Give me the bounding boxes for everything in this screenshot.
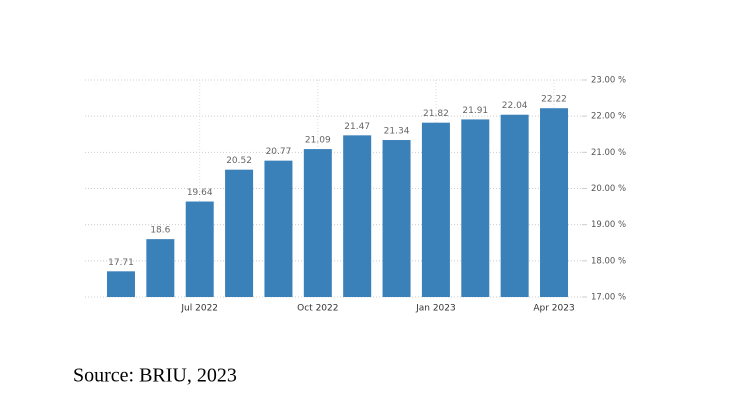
value-label: 19.64 [187,188,213,198]
bar [421,122,450,297]
y-tick-label: 20.00 % [591,184,626,194]
y-tick-label: 19.00 % [591,220,626,230]
x-tick-label: Oct 2022 [297,304,338,314]
value-label: 22.22 [541,95,567,105]
bar [225,169,254,297]
value-label: 21.09 [305,136,331,146]
bar [106,271,135,297]
bar [500,114,529,297]
value-label: 18.6 [150,226,170,236]
bar [146,239,175,297]
bar [185,201,214,297]
bar [303,149,332,297]
y-tick-label: 18.00 % [591,256,626,266]
source-note: Source: BRIU, 2023 [73,365,237,387]
value-label: 20.77 [266,147,292,157]
x-tick-label: Jan 2023 [415,304,456,314]
y-tick-label: 22.00 % [591,112,626,122]
value-label: 21.91 [462,106,488,116]
y-tick-label: 21.00 % [591,148,626,158]
value-label: 21.34 [384,127,410,137]
bar [382,140,411,297]
y-tick-label: 17.00 % [591,293,626,303]
value-label: 21.47 [344,122,370,132]
value-label: 21.82 [423,109,449,119]
bar [343,135,372,297]
x-tick-label: Jul 2022 [180,304,218,314]
y-tick-label: 23.00 % [591,76,626,86]
value-label: 22.04 [502,101,528,111]
value-label: 20.52 [226,156,252,166]
x-tick-label: Apr 2023 [533,304,574,314]
value-label: 17.71 [108,258,134,268]
bar [264,160,293,297]
bar [461,119,490,298]
bar [540,108,569,298]
